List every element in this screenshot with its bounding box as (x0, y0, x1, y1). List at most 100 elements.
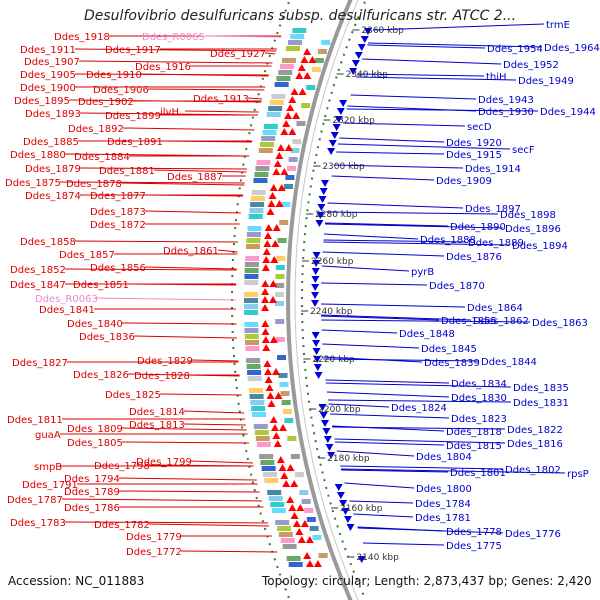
cog-track-block (290, 148, 300, 153)
right-label-leader (321, 265, 410, 272)
right-gene-label: Ddes_1915 (446, 150, 502, 161)
left-gene-label: Ddes_R0063 (35, 294, 98, 305)
left-label-leader (127, 283, 237, 286)
left-label-leader (161, 140, 252, 143)
cog-track-block (245, 244, 260, 249)
cog-track-block (251, 412, 266, 417)
reverse-gene-arrow (328, 140, 337, 147)
left-gene-label: Ddes_1877 (90, 191, 146, 202)
left-gene-label: Ddes_1893 (25, 109, 81, 120)
cog-track-block (276, 256, 286, 261)
kbp-tick-label: 2280 kbp (315, 210, 358, 220)
cog-track-block (251, 190, 266, 195)
reverse-gene-arrow (318, 404, 327, 411)
right-label-leader (323, 233, 419, 240)
cog-track-block (245, 340, 260, 345)
forward-gene-arrow (313, 560, 322, 567)
cog-track-block (248, 214, 263, 219)
left-gene-label: Ddes_1827 (12, 358, 68, 369)
reverse-gene-arrow (357, 44, 366, 51)
right-gene-label: Ddes_1831 (513, 398, 569, 409)
cog-track-block (244, 274, 259, 279)
left-label-leader (184, 110, 259, 113)
right-gene-label: Ddes_1834 (451, 379, 507, 390)
reverse-gene-arrow (327, 148, 336, 155)
cog-track-block (246, 232, 261, 237)
left-gene-label: Ddes_1799 (136, 457, 192, 468)
reverse-gene-arrow (341, 508, 350, 515)
forward-gene-arrow (288, 96, 297, 103)
left-label-leader (264, 52, 276, 55)
cog-track-block (278, 532, 293, 537)
left-gene-label: smpB (34, 462, 62, 473)
forward-gene-arrow (263, 360, 272, 367)
left-label-leader (202, 35, 282, 38)
right-label-leader (323, 241, 511, 246)
left-label-leader (121, 322, 237, 325)
cog-track-block (244, 280, 259, 285)
left-label-leader (183, 423, 246, 426)
forward-gene-arrow (303, 552, 312, 559)
right-label-leader (356, 76, 517, 81)
reverse-gene-arrow (332, 124, 341, 131)
forward-gene-arrow (271, 240, 280, 247)
reverse-gene-arrow (327, 452, 336, 459)
reverse-gene-arrow (315, 220, 324, 227)
kbp-tick-label: 2340 kbp (346, 70, 389, 80)
reverse-gene-arrow (319, 188, 328, 195)
left-gene-label: Ddes_1885 (23, 137, 79, 148)
right-gene-label: Ddes_1835 (513, 383, 569, 394)
left-gene-label: Ddes_1884 (74, 152, 130, 163)
cog-track-block (244, 328, 259, 333)
left-gene-label: Ddes_1836 (79, 332, 135, 343)
reverse-gene-arrow (325, 444, 334, 451)
cog-track-block (251, 406, 266, 411)
cog-track-block (246, 358, 261, 363)
cog-track-block (260, 460, 275, 465)
reverse-gene-arrow (336, 492, 345, 499)
right-label-leader (325, 379, 450, 384)
left-gene-label: Ddes_1892 (68, 124, 124, 135)
cog-track-block (253, 178, 268, 183)
right-gene-label: Ddes_1804 (416, 452, 472, 463)
cog-track-block (247, 226, 262, 231)
right-gene-label: Ddes_1954 (487, 44, 543, 55)
cog-track-block (290, 34, 305, 39)
left-label-leader (190, 460, 254, 464)
left-label-leader (59, 181, 245, 184)
right-gene-label: pyrB (411, 267, 434, 278)
right-label-leader (335, 441, 445, 446)
forward-gene-arrow (303, 48, 312, 55)
right-label-leader (368, 42, 543, 48)
left-gene-label: Ddes_1809 (67, 424, 123, 435)
forward-gene-arrow (270, 424, 279, 431)
left-label-leader (64, 521, 269, 524)
cog-track-block (281, 58, 296, 63)
forward-gene-arrow (261, 304, 270, 311)
forward-gene-arrow (273, 440, 282, 447)
right-gene-label: Ddes_1800 (416, 484, 472, 495)
left-gene-label: Ddes_1887 (167, 172, 223, 183)
left-label-leader (95, 297, 237, 301)
right-label-leader (346, 108, 539, 112)
right-label-leader (322, 251, 445, 257)
right-label-leader (336, 450, 415, 457)
left-label-leader (147, 88, 265, 91)
right-label-leader (322, 343, 420, 349)
cog-track-block (275, 301, 285, 306)
left-label-leader (217, 249, 238, 253)
forward-gene-arrow (292, 112, 301, 119)
cog-track-block (275, 274, 285, 279)
right-label-leader (330, 413, 450, 419)
right-gene-label: Ddes_1778 (446, 527, 502, 538)
right-gene-label: Ddes_1822 (507, 425, 563, 436)
forward-gene-arrow (278, 424, 287, 431)
cog-track-block (244, 322, 259, 327)
cog-track-block (294, 472, 304, 477)
cog-track-block (282, 409, 292, 414)
left-gene-label: Ddes_1829 (137, 356, 193, 367)
right-label-leader (321, 314, 472, 321)
left-gene-label: Ddes_1875 (5, 178, 61, 189)
left-gene-label: Ddes_1918 (54, 32, 110, 43)
